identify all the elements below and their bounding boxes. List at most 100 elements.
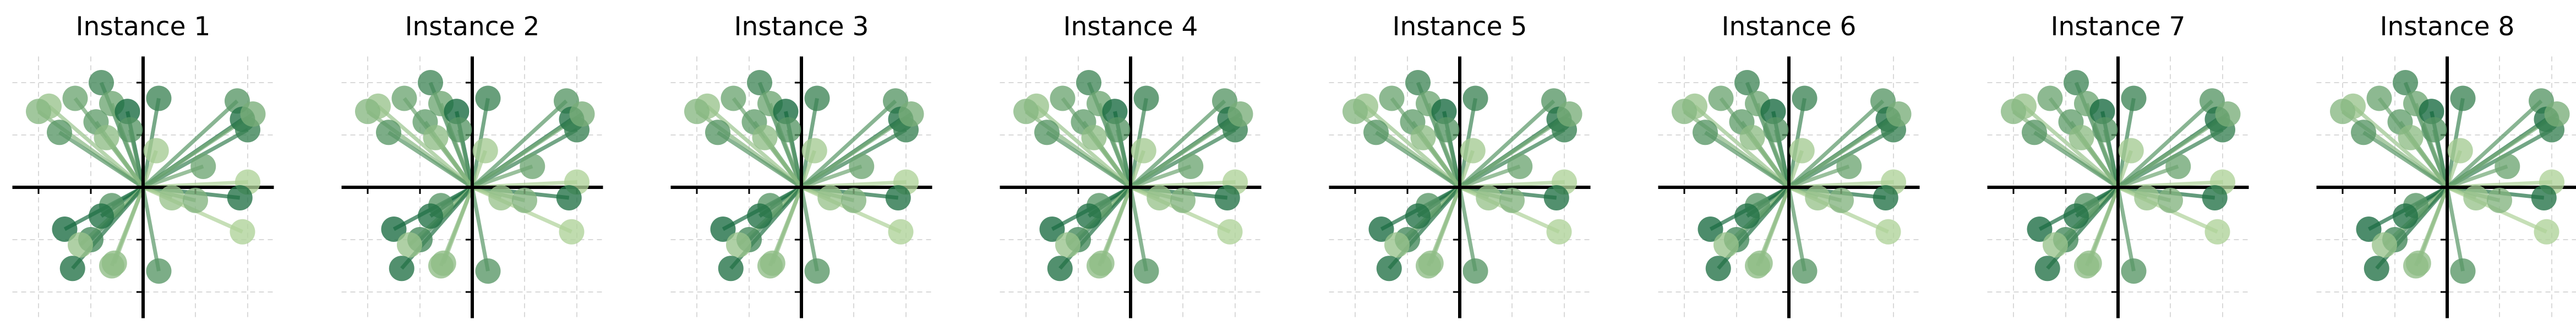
data-point bbox=[1462, 85, 1488, 111]
data-point bbox=[1081, 125, 1107, 150]
data-point bbox=[1133, 258, 1159, 284]
data-point bbox=[1543, 185, 1569, 210]
panel-title: Instance 5 bbox=[1393, 12, 1527, 42]
vector-line bbox=[141, 187, 161, 272]
data-point bbox=[747, 203, 772, 229]
data-point bbox=[1170, 187, 1196, 213]
data-point bbox=[1178, 154, 1204, 179]
data-point bbox=[1698, 217, 1723, 242]
data-point bbox=[2364, 256, 2389, 282]
data-point bbox=[760, 250, 785, 276]
data-point bbox=[1013, 99, 1039, 125]
data-point bbox=[472, 138, 498, 164]
data-point bbox=[1805, 185, 1831, 210]
data-point bbox=[1076, 70, 1101, 95]
vector-line bbox=[717, 131, 803, 189]
data-point bbox=[520, 154, 545, 179]
panel-2: Instance 2 bbox=[341, 12, 603, 318]
data-point bbox=[146, 85, 172, 111]
data-point bbox=[726, 232, 751, 258]
data-point bbox=[1368, 217, 1394, 242]
data-point bbox=[1693, 120, 1718, 145]
data-point bbox=[227, 185, 253, 210]
data-point bbox=[1133, 85, 1159, 111]
data-point bbox=[2463, 185, 2489, 210]
data-point bbox=[718, 256, 744, 282]
data-point bbox=[2069, 125, 2094, 150]
data-point bbox=[1739, 125, 1765, 150]
vector-line bbox=[1458, 187, 1477, 272]
vector-line bbox=[1429, 186, 1462, 264]
data-point bbox=[1376, 256, 1402, 282]
vector-line bbox=[2362, 131, 2448, 189]
data-point bbox=[2398, 125, 2424, 150]
data-point bbox=[2034, 256, 2060, 282]
data-point bbox=[2405, 250, 2431, 276]
data-point bbox=[2534, 219, 2559, 245]
vector-line bbox=[2033, 131, 2119, 189]
data-point bbox=[2531, 185, 2557, 210]
data-point bbox=[423, 125, 449, 150]
data-point bbox=[1462, 258, 1488, 284]
data-point bbox=[475, 85, 501, 111]
data-point bbox=[1734, 203, 1760, 229]
data-point bbox=[389, 256, 414, 282]
data-point bbox=[817, 185, 843, 210]
data-point bbox=[2076, 250, 2102, 276]
data-point bbox=[89, 70, 114, 95]
data-point bbox=[2022, 120, 2047, 145]
data-point bbox=[488, 185, 514, 210]
data-point bbox=[2158, 187, 2183, 213]
vector-line bbox=[58, 131, 144, 189]
vector-line bbox=[470, 187, 490, 272]
data-point bbox=[418, 203, 443, 229]
data-point bbox=[1747, 250, 1773, 276]
data-point bbox=[2487, 187, 2512, 213]
data-point bbox=[2450, 258, 2476, 284]
data-point bbox=[1089, 250, 1115, 276]
data-point bbox=[1792, 85, 1818, 111]
data-point bbox=[747, 70, 772, 95]
vector-line bbox=[2116, 187, 2136, 272]
data-point bbox=[1763, 117, 1789, 143]
data-point bbox=[89, 203, 114, 229]
data-point bbox=[569, 101, 595, 127]
data-point bbox=[2001, 99, 2026, 125]
vector-line bbox=[2087, 186, 2120, 264]
panel-title: Instance 1 bbox=[76, 12, 211, 42]
data-point bbox=[2372, 232, 2397, 258]
data-point bbox=[94, 125, 119, 150]
vector-line bbox=[1100, 186, 1133, 264]
data-point bbox=[841, 187, 866, 213]
vector-line bbox=[1046, 131, 1132, 189]
data-point bbox=[68, 232, 93, 258]
data-point bbox=[1405, 203, 1431, 229]
data-point bbox=[2121, 258, 2147, 284]
vector-line bbox=[1787, 187, 1807, 272]
data-point bbox=[446, 117, 472, 143]
data-point bbox=[2356, 217, 2382, 242]
vector-line bbox=[1704, 131, 1790, 189]
data-point bbox=[684, 99, 710, 125]
panel-3: Instance 3 bbox=[670, 12, 932, 318]
data-point bbox=[183, 187, 208, 213]
vector-line bbox=[1458, 99, 1556, 189]
data-point bbox=[190, 154, 216, 179]
data-point bbox=[721, 85, 746, 111]
data-point bbox=[381, 217, 407, 242]
vector-line bbox=[112, 186, 145, 264]
data-point bbox=[430, 250, 456, 276]
data-point bbox=[2366, 85, 2392, 111]
data-point bbox=[1363, 120, 1389, 145]
data-point bbox=[2450, 85, 2476, 111]
data-point bbox=[1829, 187, 1854, 213]
data-point bbox=[1076, 203, 1101, 229]
data-point bbox=[801, 138, 827, 164]
data-point bbox=[849, 154, 875, 179]
data-point bbox=[1214, 185, 1240, 210]
data-point bbox=[2165, 154, 2191, 179]
data-point bbox=[2204, 219, 2230, 245]
data-point bbox=[355, 99, 380, 125]
data-point bbox=[26, 99, 51, 125]
